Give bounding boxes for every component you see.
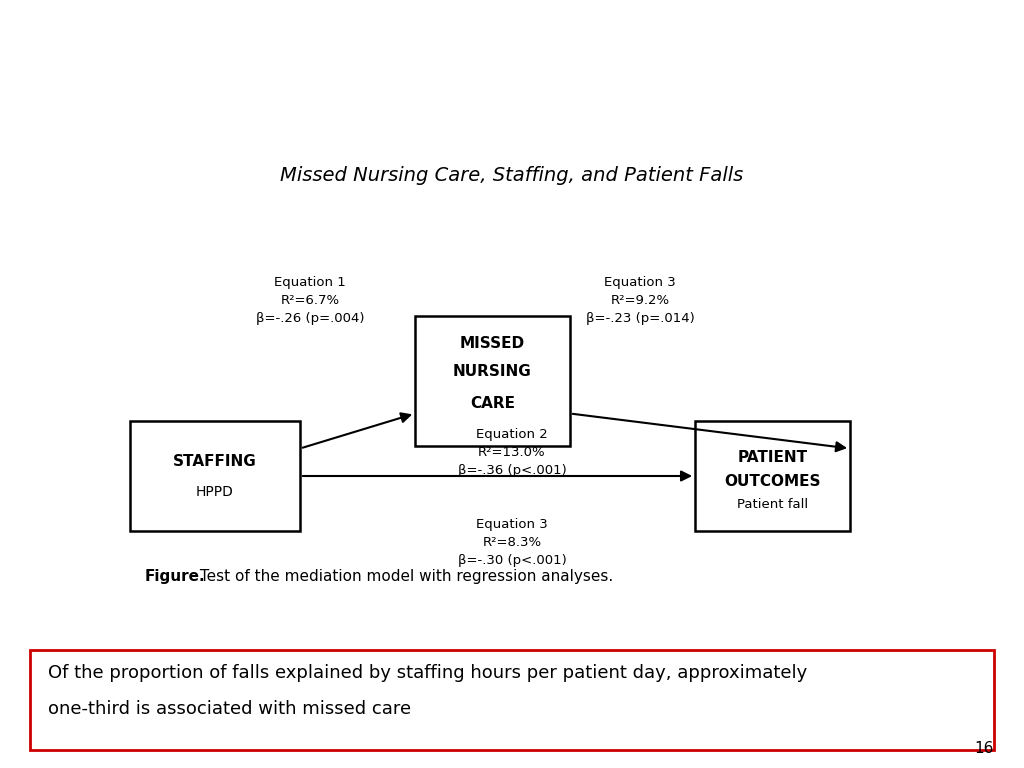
Bar <box>415 316 570 446</box>
Text: β=-.36 (p<.001): β=-.36 (p<.001) <box>458 464 566 477</box>
Text: SCHOOL OF: SCHOOL OF <box>12 61 49 67</box>
Text: R²=9.2%: R²=9.2% <box>610 294 670 307</box>
Text: R²=8.3%: R²=8.3% <box>482 536 542 549</box>
Text: OUTCOMES: OUTCOMES <box>724 474 821 488</box>
Text: Equation 2: Equation 2 <box>476 428 548 441</box>
Bar <box>30 650 994 750</box>
Text: MISSED: MISSED <box>460 336 525 350</box>
Text: one-third is associated with missed care: one-third is associated with missed care <box>48 700 411 718</box>
Text: Figure.: Figure. <box>145 569 206 584</box>
Text: UCLA: UCLA <box>12 12 39 22</box>
Text: the impact of staffing on outcomes: the impact of staffing on outcomes <box>111 76 598 104</box>
Bar <box>130 421 300 531</box>
Text: R²=13.0%: R²=13.0% <box>478 446 546 459</box>
Text: Patient fall: Patient fall <box>737 498 808 511</box>
Text: Modeling pathways of causality: How missed care “explains”: Modeling pathways of causality: How miss… <box>111 23 953 51</box>
Text: β=-.30 (p<.001): β=-.30 (p<.001) <box>458 554 566 567</box>
Text: PATIENT: PATIENT <box>737 451 808 465</box>
Text: β=-.26 (p=.004): β=-.26 (p=.004) <box>256 312 365 325</box>
Text: STAFFING: STAFFING <box>173 455 257 469</box>
Text: Missed Nursing Care, Staffing, and Patient Falls: Missed Nursing Care, Staffing, and Patie… <box>281 166 743 185</box>
Text: NURSING: NURSING <box>454 363 531 379</box>
Text: Equation 1: Equation 1 <box>274 276 346 289</box>
Text: CARE: CARE <box>470 396 515 411</box>
Text: 16: 16 <box>975 741 994 756</box>
Text: Equation 3: Equation 3 <box>476 518 548 531</box>
Text: FIELDING: FIELDING <box>12 37 55 46</box>
Text: β=-.23 (p=.014): β=-.23 (p=.014) <box>586 312 694 325</box>
Text: Test of the mediation model with regression analyses.: Test of the mediation model with regress… <box>195 569 613 584</box>
Text: PUBLIC HEALTH: PUBLIC HEALTH <box>12 81 60 85</box>
Text: R²=6.7%: R²=6.7% <box>281 294 340 307</box>
Bar <box>695 421 850 531</box>
Text: HPPD: HPPD <box>196 485 233 499</box>
Text: Equation 3: Equation 3 <box>604 276 676 289</box>
Text: Of the proportion of falls explained by staffing hours per patient day, approxim: Of the proportion of falls explained by … <box>48 664 807 682</box>
